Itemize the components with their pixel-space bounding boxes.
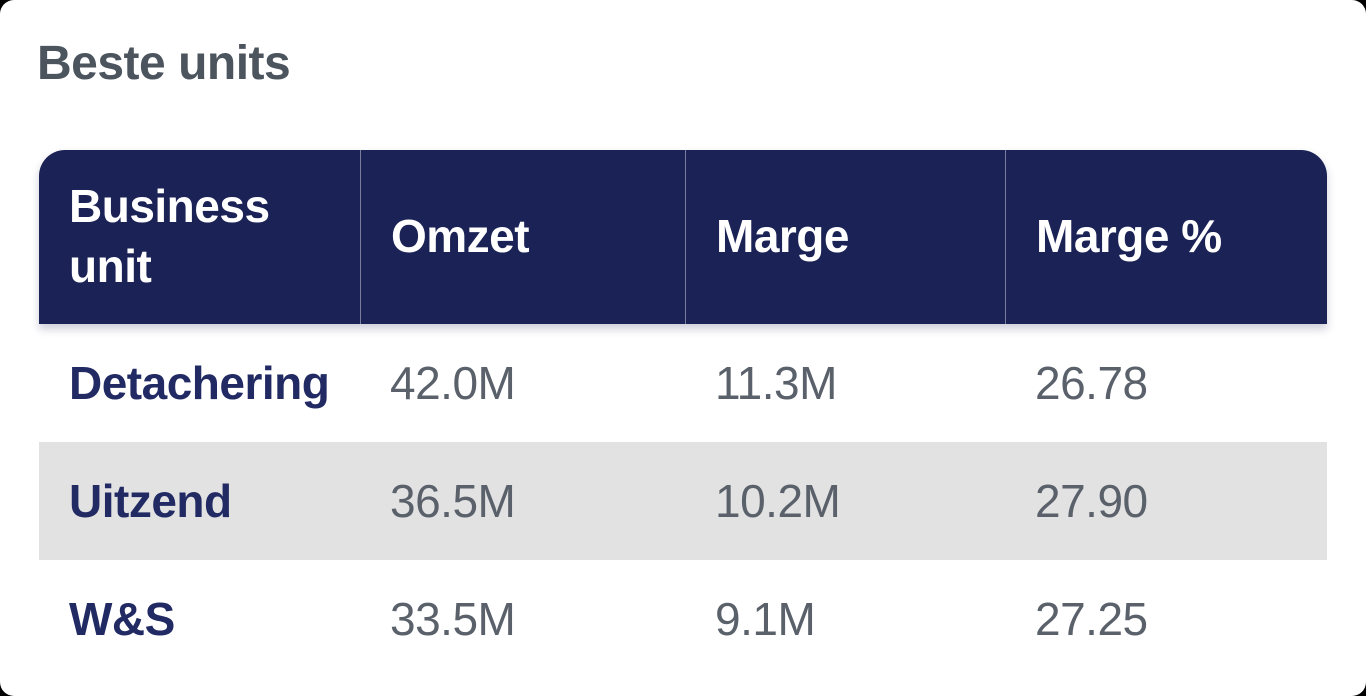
column-header-business-unit: Business unit [69, 180, 270, 292]
cell-marge: 11.3M [715, 357, 837, 409]
cell-marge-pct: 26.78 [1035, 357, 1148, 409]
table-header-row: Business unit Omzet Marge Marge % [39, 150, 1327, 324]
cell-business-unit: W&S [69, 593, 175, 645]
cell-business-unit: Uitzend [69, 475, 232, 527]
column-header-marge: Marge [685, 150, 1005, 324]
cell-marge-pct: 27.90 [1035, 475, 1148, 527]
cell-omzet: 36.5M [390, 475, 516, 527]
cell-marge: 10.2M [715, 475, 841, 527]
column-header-marge-pct: Marge % [1005, 150, 1327, 324]
best-units-table: Business unit Omzet Marge Marge % Detach… [39, 150, 1327, 678]
table-row: Uitzend 36.5M 10.2M 27.90 [39, 442, 1327, 560]
cell-marge-pct: 27.25 [1035, 593, 1148, 645]
cell-marge: 9.1M [715, 593, 816, 645]
cell-omzet: 42.0M [390, 357, 516, 409]
table-body: Detachering 42.0M 11.3M 26.78 Uitzend 36… [39, 324, 1327, 678]
table-row: W&S 33.5M 9.1M 27.25 [39, 560, 1327, 678]
table-row: Detachering 42.0M 11.3M 26.78 [39, 324, 1327, 442]
cell-business-unit: Detachering [69, 357, 330, 409]
cell-omzet: 33.5M [390, 593, 516, 645]
page-title: Beste units [37, 37, 291, 90]
column-header-omzet: Omzet [360, 150, 685, 324]
